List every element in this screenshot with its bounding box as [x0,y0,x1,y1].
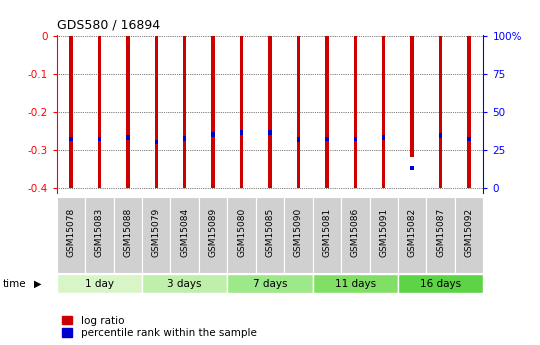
Bar [325,36,328,188]
Text: time: time [3,279,26,289]
Text: 11 days: 11 days [335,279,376,289]
Bar [113,197,142,273]
Bar [142,197,171,273]
Bar [212,36,215,188]
Bar [57,274,142,293]
Text: GSM15081: GSM15081 [322,208,332,257]
Bar [297,36,300,188]
Bar [183,136,186,141]
Bar [183,36,186,188]
Bar [57,197,85,273]
Bar [268,130,272,135]
Bar [240,130,243,135]
Bar [427,197,455,273]
Text: GSM15089: GSM15089 [208,208,218,257]
Text: 3 days: 3 days [167,279,202,289]
Text: GSM15092: GSM15092 [464,208,474,257]
Bar [199,197,227,273]
Bar [85,197,113,273]
Text: GSM15091: GSM15091 [379,208,388,257]
Bar [69,36,72,188]
Bar [126,36,130,188]
Bar [439,36,442,188]
Text: GSM15084: GSM15084 [180,208,189,257]
Bar [126,135,130,140]
Bar [354,137,357,141]
Bar [268,36,272,188]
Bar [468,36,471,188]
Text: GSM15083: GSM15083 [95,208,104,257]
Bar [382,135,386,140]
Bar [98,137,101,141]
Bar [410,36,414,157]
Bar [212,132,215,137]
Text: GSM15088: GSM15088 [123,208,132,257]
Bar [325,137,328,141]
Bar [98,36,101,188]
Bar [154,140,158,145]
Bar [171,197,199,273]
Text: GSM15082: GSM15082 [408,208,417,257]
Text: GSM15085: GSM15085 [266,208,274,257]
Text: GSM15079: GSM15079 [152,208,161,257]
Bar [142,274,227,293]
Bar [313,197,341,273]
Text: GSM15090: GSM15090 [294,208,303,257]
Text: GDS580 / 16894: GDS580 / 16894 [57,19,160,32]
Bar [154,36,158,188]
Text: GSM15078: GSM15078 [66,208,76,257]
Bar [256,197,284,273]
Bar [439,133,442,138]
Text: 16 days: 16 days [420,279,461,289]
Text: 7 days: 7 days [253,279,287,289]
Bar [297,137,300,142]
Bar [455,197,483,273]
Bar [354,36,357,188]
Bar [240,36,243,188]
Bar [369,197,398,273]
Legend: log ratio, percentile rank within the sample: log ratio, percentile rank within the sa… [62,316,256,338]
Text: 1 day: 1 day [85,279,114,289]
Text: GSM15087: GSM15087 [436,208,445,257]
Bar [410,166,414,170]
Text: GSM15086: GSM15086 [351,208,360,257]
Bar [382,36,386,188]
Bar [341,197,369,273]
Bar [398,197,427,273]
Bar [69,137,72,141]
Bar [313,274,398,293]
Bar [398,274,483,293]
Text: GSM15080: GSM15080 [237,208,246,257]
Bar [468,137,471,141]
Bar [227,197,256,273]
Bar [284,197,313,273]
Bar [227,274,313,293]
Text: ▶: ▶ [34,279,42,289]
